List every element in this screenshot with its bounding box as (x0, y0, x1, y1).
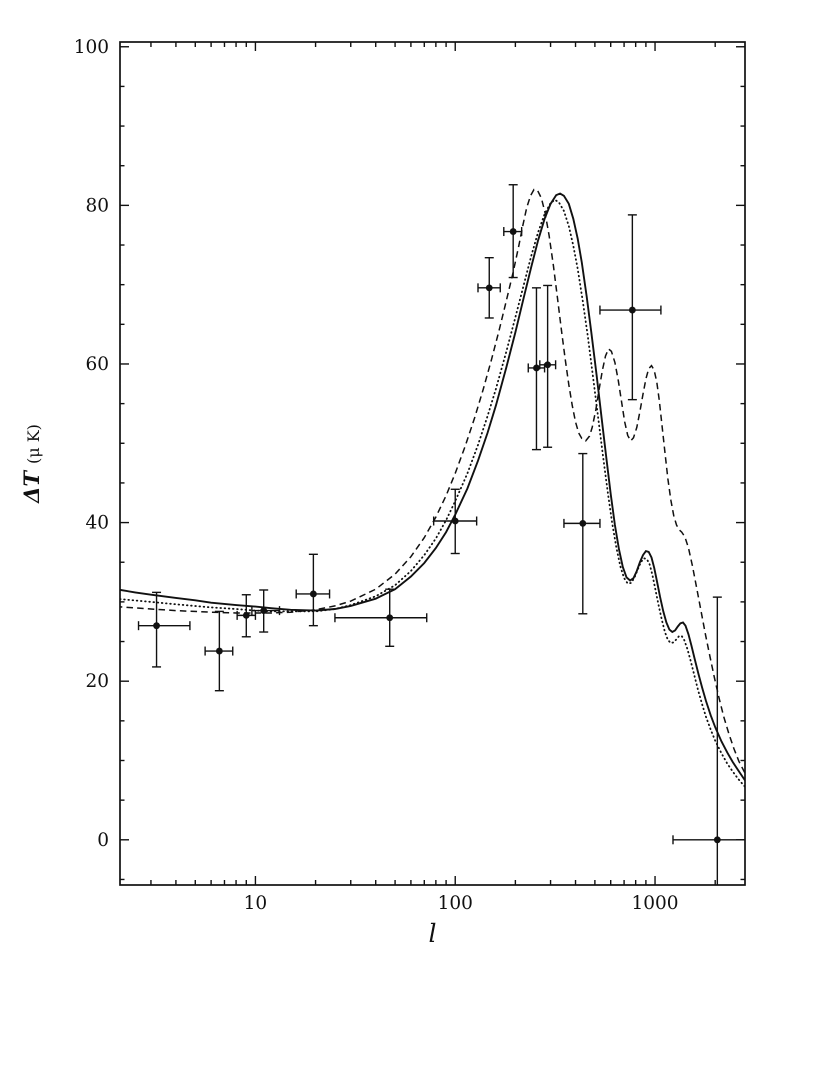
data-point (672, 596, 745, 885)
data-point (236, 594, 257, 638)
data-point (503, 184, 523, 279)
data-point (137, 591, 191, 668)
svg-text:60: 60 (85, 354, 109, 375)
data-point (251, 589, 281, 633)
tick-labels: 0 20 40 60 80 100 10 100 1000 (74, 37, 679, 914)
data-point (334, 588, 428, 647)
data-point (204, 610, 234, 692)
data-point (539, 284, 557, 448)
y-axis-title: ΔT (μ K) (0, 42, 62, 885)
svg-text:0: 0 (97, 830, 109, 851)
svg-text:100: 100 (438, 893, 473, 914)
data-point (432, 488, 478, 555)
svg-text:80: 80 (85, 195, 109, 216)
solid-model-curve (120, 192, 745, 781)
dashed-model-curve (120, 188, 745, 774)
data-point (563, 452, 601, 615)
svg-text:40: 40 (85, 513, 109, 534)
data-point (527, 287, 546, 451)
y-axis-title-units: (μ K) (23, 424, 43, 464)
axis-ticks (120, 42, 745, 885)
svg-text:1000: 1000 (631, 893, 678, 914)
dotted-model-curve (120, 198, 745, 788)
data-point (295, 553, 331, 627)
data-point (599, 214, 662, 401)
svg-text:10: 10 (244, 893, 268, 914)
svg-text:20: 20 (85, 671, 109, 692)
x-axis-title: l (428, 919, 437, 948)
plot-frame (119, 41, 746, 886)
y-axis-title-symbol: ΔT (18, 471, 44, 503)
svg-text:100: 100 (74, 37, 109, 58)
data-point (477, 257, 501, 319)
